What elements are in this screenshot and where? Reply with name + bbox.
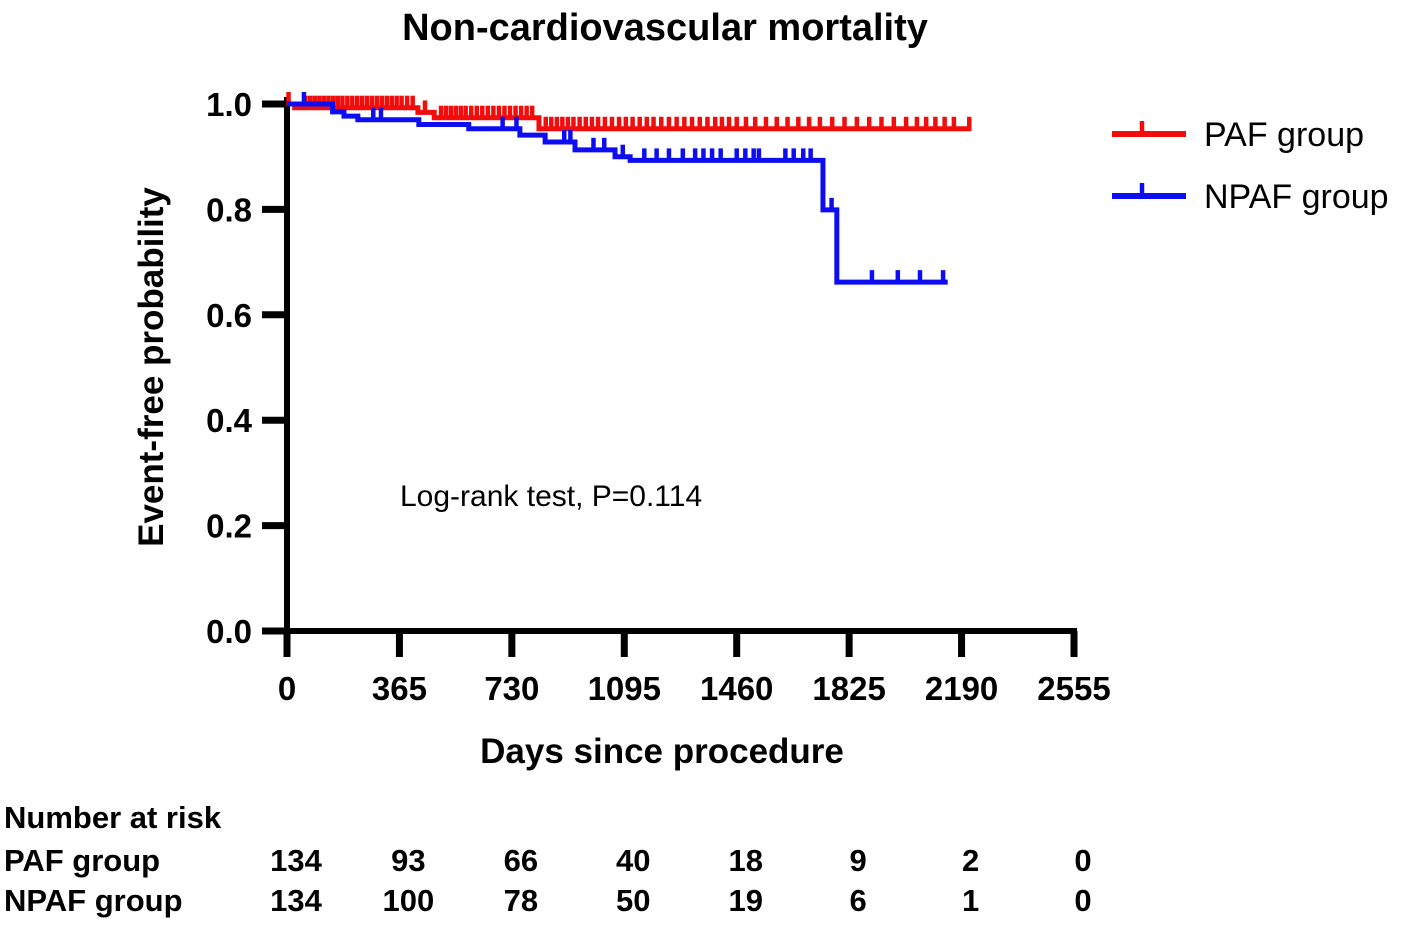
x-tick-label: 1460 <box>700 670 773 707</box>
risk-row-label-npaf: NPAF group <box>4 883 183 918</box>
chart-title: Non-cardiovascular mortality <box>402 7 928 49</box>
risk-value: 6 <box>850 883 867 918</box>
risk-value: 66 <box>504 843 538 878</box>
risk-value: 134 <box>270 883 322 918</box>
survival-curves <box>286 92 972 285</box>
y-axis-label: Event-free probability <box>132 187 171 547</box>
risk-value: 134 <box>270 843 322 878</box>
axes: 0 365 730 1095 1460 1825 2190 2555 0.0 0.2 0.4 0.6 0… <box>206 86 1111 707</box>
legend-npaf-label: NPAF group <box>1204 178 1389 216</box>
risk-value: 50 <box>616 883 650 918</box>
x-axis-label: Days since procedure <box>480 732 844 771</box>
risk-value: 0 <box>1074 843 1091 878</box>
x-tick-label: 1095 <box>588 670 661 707</box>
npaf-group-curve <box>287 101 948 285</box>
y-tick-label: 1.0 <box>206 86 252 123</box>
x-tick-label: 0 <box>278 670 296 707</box>
logrank-annotation: Log-rank test, P=0.114 <box>400 480 702 513</box>
risk-value: 1 <box>962 883 979 918</box>
risk-value: 0 <box>1074 883 1091 918</box>
risk-value: 78 <box>504 883 538 918</box>
x-tick-label: 365 <box>372 670 427 707</box>
legend: PAF group NPAF group <box>1112 116 1389 216</box>
legend-paf-label: PAF group <box>1204 116 1364 154</box>
risk-row-label-paf: PAF group <box>4 843 160 878</box>
number-at-risk-table: Number at risk PAF group NPAF group 134 9… <box>4 800 1092 918</box>
risk-table-header: Number at risk <box>4 800 222 835</box>
y-tick-label: 0.4 <box>206 402 253 439</box>
x-tick-label: 730 <box>484 670 539 707</box>
y-tick-label: 0.0 <box>206 613 252 650</box>
y-tick-label: 0.2 <box>206 508 252 545</box>
y-tick-label: 0.8 <box>206 191 252 228</box>
risk-value: 9 <box>850 843 867 878</box>
risk-value: 2 <box>962 843 979 878</box>
x-tick-label: 2555 <box>1037 670 1110 707</box>
risk-value: 18 <box>728 843 762 878</box>
risk-value: 93 <box>391 843 425 878</box>
x-tick-label: 2190 <box>925 670 998 707</box>
x-tick-label: 1825 <box>812 670 885 707</box>
risk-value: 19 <box>728 883 762 918</box>
risk-value: 100 <box>383 883 435 918</box>
y-tick-label: 0.6 <box>206 297 252 334</box>
risk-value: 40 <box>616 843 650 878</box>
